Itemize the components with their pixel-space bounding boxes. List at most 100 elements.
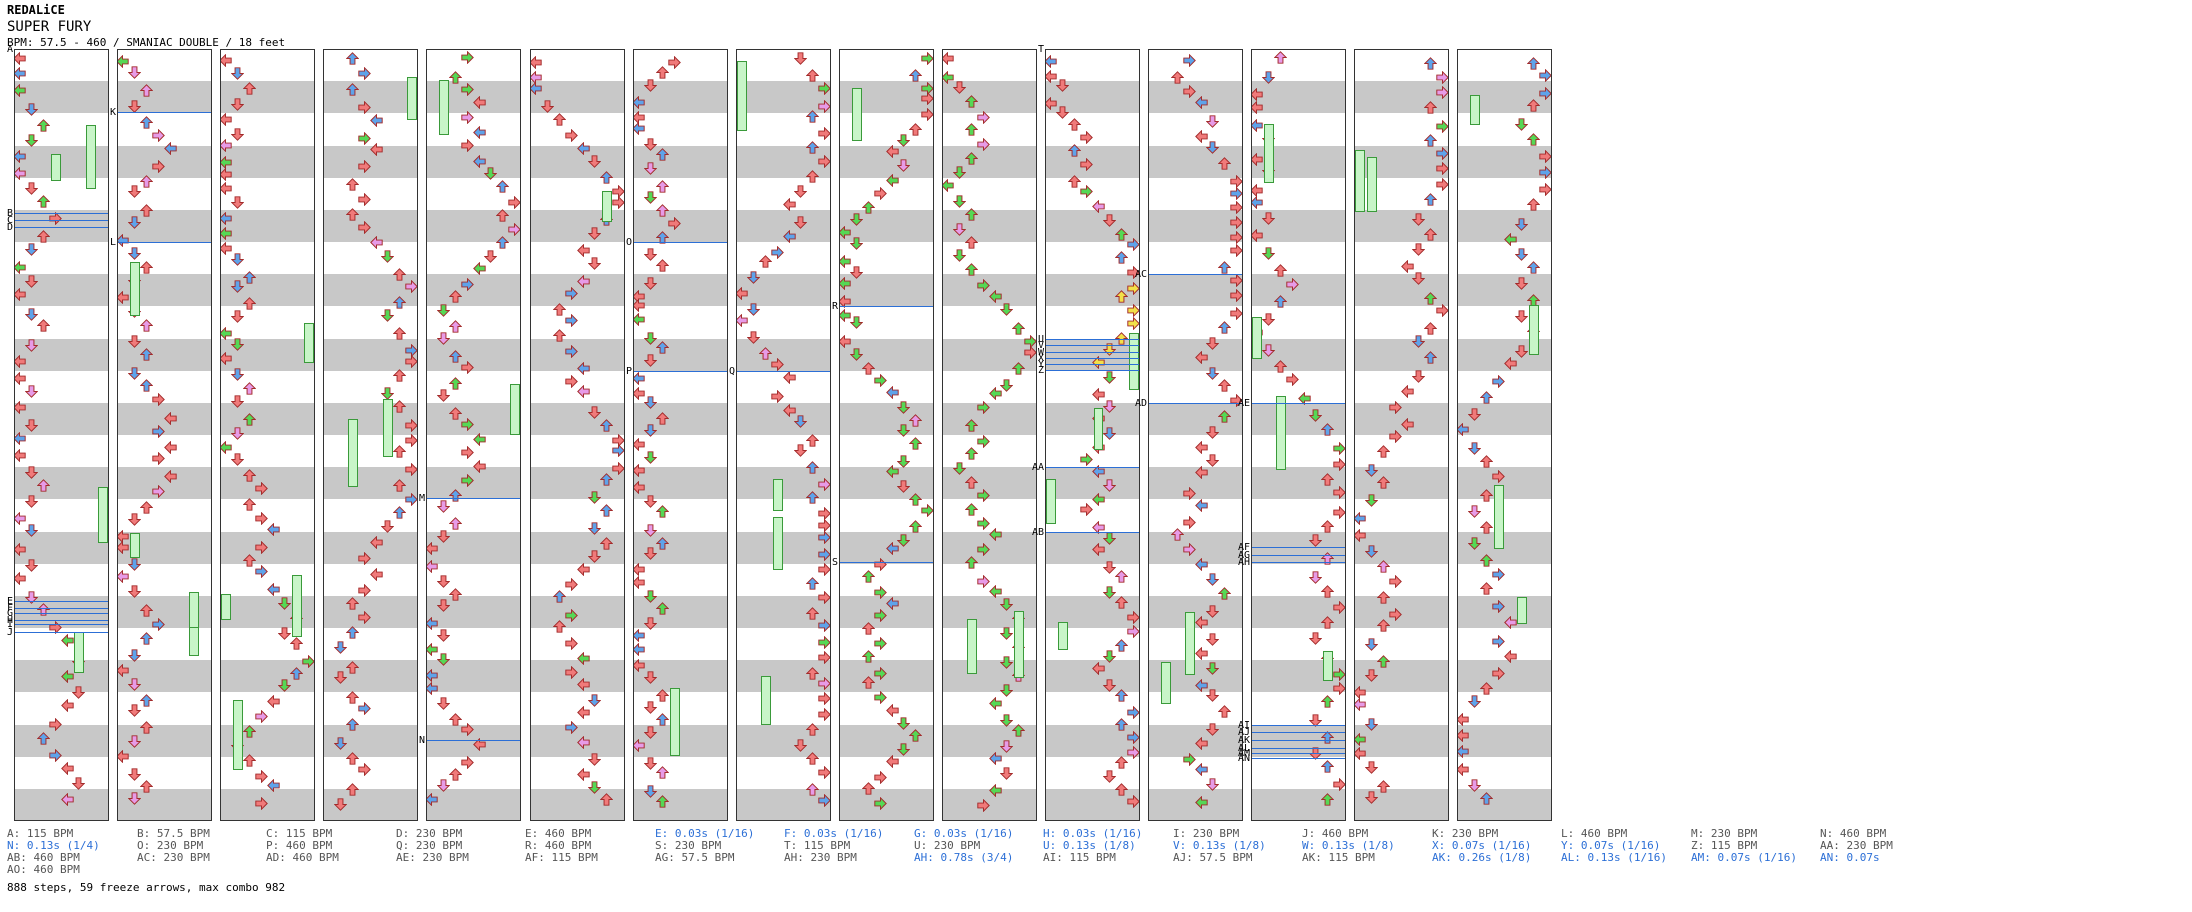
step-arrow <box>1230 173 1243 192</box>
bpm-change-line <box>839 306 934 308</box>
step-arrow <box>643 246 658 265</box>
step-arrow <box>1479 487 1494 506</box>
step-arrow <box>1333 456 1346 475</box>
step-arrow <box>460 472 474 491</box>
beat-stripe <box>1148 209 1243 242</box>
step-arrow <box>426 615 438 634</box>
step-arrow <box>1309 532 1323 551</box>
step-arrow <box>460 359 474 378</box>
step-arrow <box>564 127 578 146</box>
step-arrow <box>643 352 658 371</box>
step-arrow <box>14 447 26 466</box>
bpm-marker-label: V <box>1038 340 1045 352</box>
step-arrow <box>818 546 831 565</box>
step-arrow <box>369 112 383 131</box>
step-arrow <box>472 153 486 172</box>
step-arrow <box>885 172 899 191</box>
step-arrow <box>1309 569 1323 588</box>
step-arrow <box>151 483 165 502</box>
beat-stripe <box>323 595 418 628</box>
chart-column-8 <box>736 49 831 821</box>
step-arrow <box>1436 118 1449 137</box>
bpm-change-line <box>1045 531 1140 533</box>
step-arrow <box>230 65 245 84</box>
step-arrow <box>127 676 142 695</box>
beat-stripe <box>530 724 625 757</box>
beat-stripe <box>1148 531 1243 564</box>
bpm-marker-label: M <box>419 493 426 505</box>
step-arrow <box>564 576 578 595</box>
step-arrow <box>1423 290 1438 309</box>
step-arrow <box>655 178 670 197</box>
stop-legend-entry: X: 0.07s (1/16) <box>1432 839 1532 852</box>
step-arrow <box>655 535 670 554</box>
step-arrow <box>242 269 257 288</box>
step-arrow <box>254 768 268 787</box>
beat-stripe <box>839 531 934 564</box>
step-arrow <box>381 307 395 326</box>
step-arrow <box>266 521 280 540</box>
freeze-arrow <box>189 591 200 628</box>
step-arrow <box>643 77 658 96</box>
step-arrow <box>576 140 590 159</box>
freeze-arrow <box>772 479 783 511</box>
step-arrow <box>1103 369 1117 388</box>
freeze-arrow <box>50 153 61 181</box>
step-arrow <box>1194 794 1208 813</box>
step-arrow <box>952 193 967 212</box>
step-arrow <box>643 330 658 349</box>
bpm-change-line <box>14 631 109 633</box>
step-arrow <box>794 737 808 756</box>
bpm-change-line <box>14 619 109 621</box>
step-arrow <box>655 793 670 812</box>
step-arrow <box>746 329 761 348</box>
step-arrow <box>139 317 154 336</box>
step-arrow <box>1333 440 1346 459</box>
bpm-legend-entry: AD: 460 BPM <box>266 851 339 864</box>
step-arrow <box>127 365 142 384</box>
step-arrow <box>151 158 165 177</box>
step-arrow <box>1079 183 1093 202</box>
stop-legend-entry: AL: 0.13s (1/16) <box>1561 851 1667 864</box>
stop-legend-entry: AH: 0.78s (3/4) <box>914 851 1014 864</box>
stop-legend-entry: E: 0.03s (1/16) <box>655 827 755 840</box>
step-arrow <box>139 778 154 797</box>
step-arrow <box>1079 129 1093 148</box>
chart-column-14 <box>1354 49 1449 821</box>
freeze-arrow <box>669 687 680 757</box>
step-arrow <box>1354 731 1366 750</box>
step-arrow <box>14 65 26 84</box>
step-arrow <box>873 372 887 391</box>
step-arrow <box>770 356 784 375</box>
step-arrow <box>392 367 407 386</box>
step-arrow <box>220 325 232 344</box>
chart-column-9 <box>839 49 934 821</box>
beat-stripe <box>1457 145 1552 178</box>
step-arrow <box>1194 464 1208 483</box>
step-arrow <box>436 627 451 646</box>
step-arrow <box>127 245 142 264</box>
step-arrow <box>436 777 451 796</box>
bpm-change-line <box>1045 351 1140 353</box>
step-arrow <box>1320 693 1335 712</box>
step-arrow <box>14 286 26 305</box>
step-arrow <box>873 665 887 684</box>
step-arrow <box>1457 727 1469 746</box>
bpm-legend-entry: U: 230 BPM <box>914 839 981 852</box>
step-arrow <box>552 111 567 130</box>
beat-stripe <box>942 402 1037 435</box>
step-arrow <box>643 394 658 413</box>
step-arrow <box>163 140 177 159</box>
freeze-arrow <box>1014 610 1025 679</box>
bpm-change-line <box>839 562 934 564</box>
step-arrow <box>127 790 142 809</box>
step-arrow <box>1251 182 1263 201</box>
step-arrow <box>1114 226 1129 245</box>
step-arrow <box>976 541 990 560</box>
bpm-marker-label: W <box>1038 346 1045 358</box>
beat-stripe <box>1045 660 1140 693</box>
step-arrow <box>1170 526 1185 545</box>
step-arrow <box>758 253 773 272</box>
step-arrow <box>1423 55 1438 74</box>
step-arrow <box>988 695 1002 714</box>
